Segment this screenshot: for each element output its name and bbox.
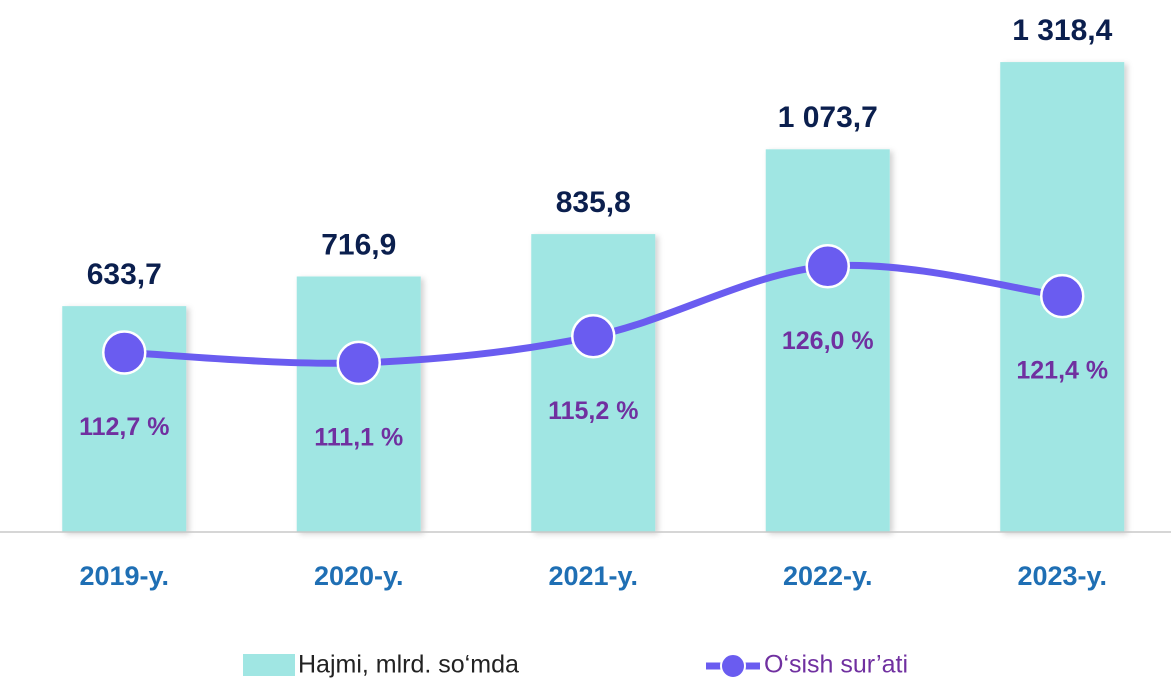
bar-value-label: 633,7	[87, 258, 162, 291]
bar	[296, 276, 421, 532]
line-value-label: 112,7 %	[79, 413, 169, 441]
legend-label: Hajmi, mlrd. so‘mda	[298, 651, 519, 679]
bar	[531, 234, 656, 533]
line-marker	[1040, 273, 1085, 319]
x-tick-label: 2023-y.	[1017, 561, 1107, 591]
legend-marker	[720, 653, 746, 679]
line-marker	[102, 330, 147, 375]
x-tick-label: 2019-y.	[79, 561, 169, 591]
legend-label: O‘sish sur’ati	[764, 651, 908, 679]
line-value-label: 111,1 %	[314, 423, 403, 451]
x-tick-label: 2020-y.	[314, 561, 404, 591]
legend-swatch	[243, 654, 295, 676]
bar	[765, 149, 890, 532]
bar-value-label: 1 318,4	[1012, 14, 1112, 47]
line-value-label: 115,2 %	[548, 397, 638, 425]
line-value-label: 121,4 %	[1016, 357, 1108, 385]
line-marker	[805, 244, 850, 289]
bar-value-label: 716,9	[321, 228, 396, 261]
line-value-label: 126,0 %	[782, 327, 874, 355]
x-tick-label: 2022-y.	[783, 561, 873, 591]
line-marker	[571, 314, 616, 359]
bar-value-label: 1 073,7	[778, 101, 878, 134]
line-marker	[336, 340, 381, 386]
bar-value-label: 835,8	[556, 186, 631, 219]
x-tick-label: 2021-y.	[548, 561, 638, 591]
